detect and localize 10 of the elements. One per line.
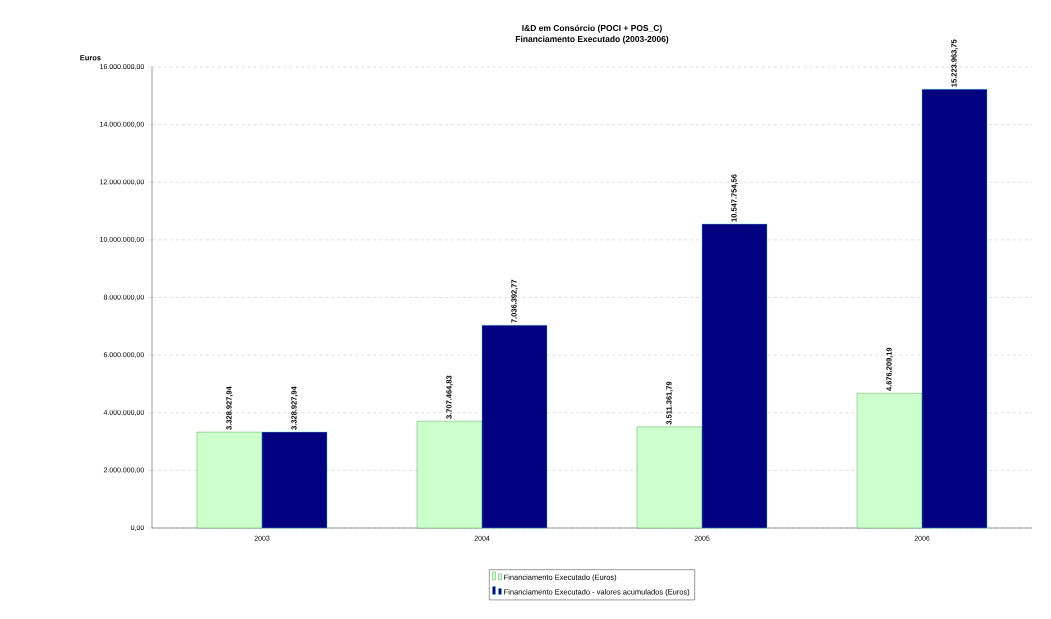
bar bbox=[636, 426, 703, 529]
bar bbox=[416, 420, 483, 529]
chart-subtitle: Financiamento Executado (2003-2006) bbox=[515, 35, 669, 44]
bar bbox=[921, 89, 988, 529]
bar bbox=[261, 431, 328, 529]
bar bbox=[701, 223, 768, 529]
bar bbox=[856, 393, 923, 529]
bar bbox=[196, 431, 263, 529]
chart-title: I&D em Consórcio (POCI + POS_C) bbox=[522, 24, 662, 33]
bar bbox=[481, 325, 548, 529]
